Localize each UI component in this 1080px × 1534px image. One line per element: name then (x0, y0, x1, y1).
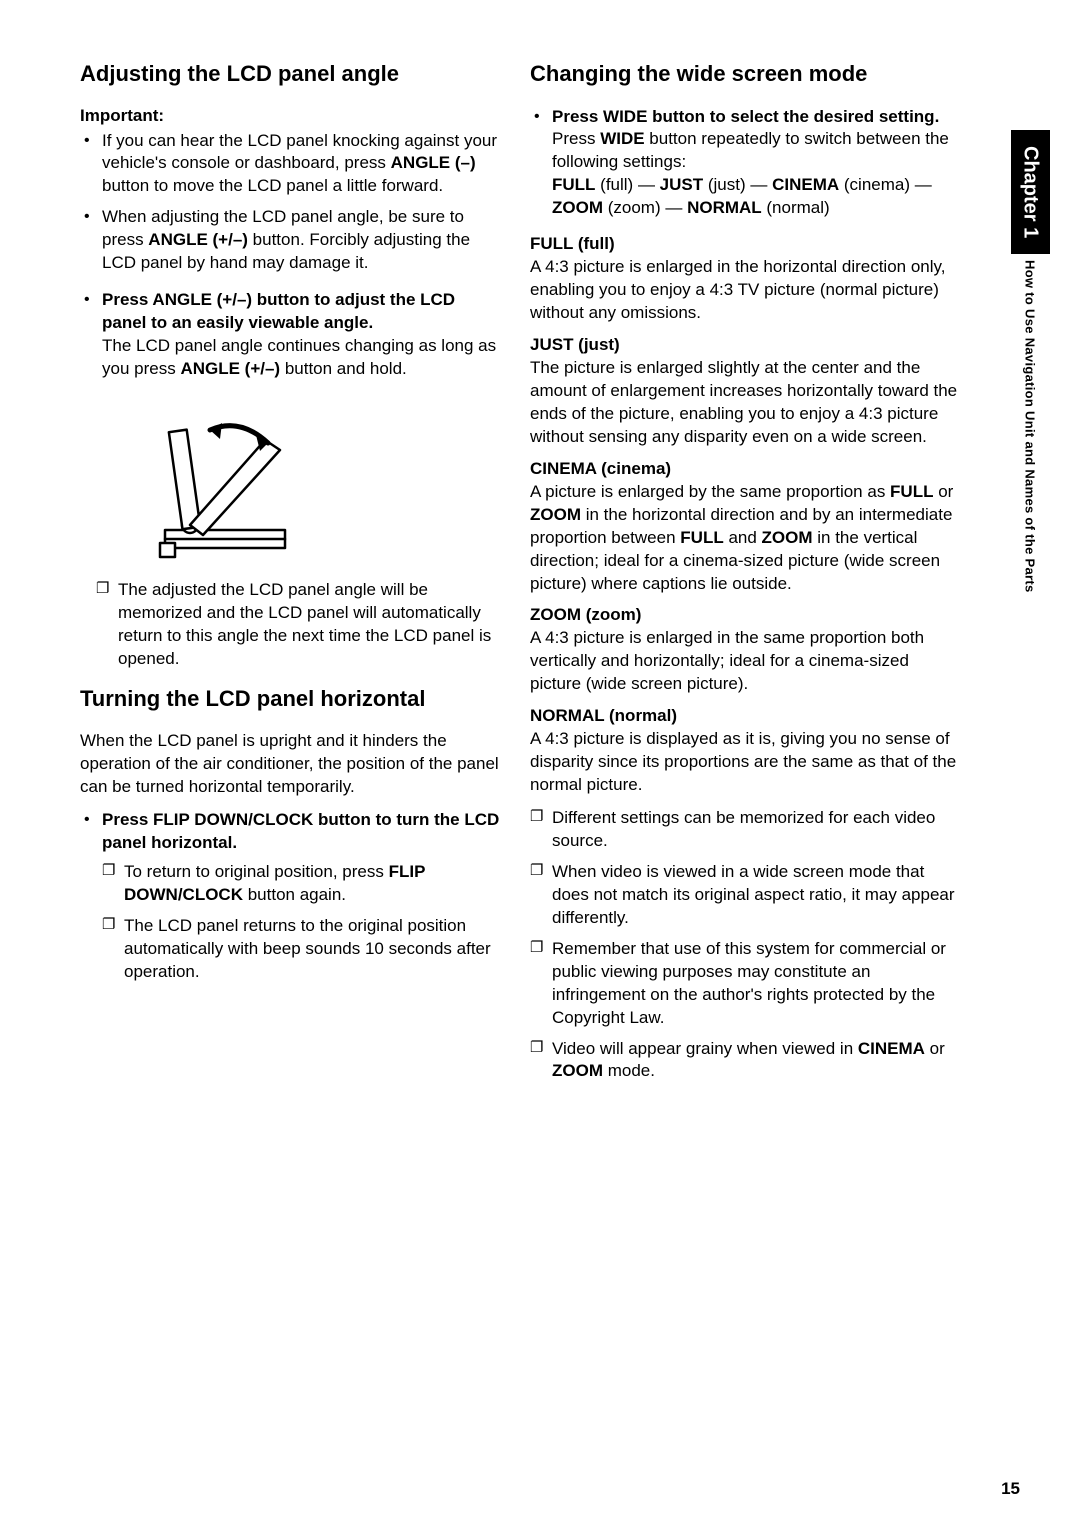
wide-lead-item: Press WIDE button to select the desired … (548, 106, 960, 221)
flip-notes: To return to original position, press FL… (102, 861, 500, 984)
important-label: Important: (80, 106, 500, 126)
right-column: Changing the wide screen mode Press WIDE… (530, 60, 960, 1097)
heading-adjusting: Adjusting the LCD panel angle (80, 60, 500, 88)
left-column: Adjusting the LCD panel angle Important:… (80, 60, 500, 1097)
flip-note: To return to original position, press FL… (124, 861, 500, 907)
chapter-subtitle: How to Use Navigation Unit and Names of … (1023, 260, 1038, 593)
normal-text: A 4:3 picture is displayed as it is, giv… (530, 728, 960, 797)
memorize-note-list: The adjusted the LCD panel angle will be… (80, 579, 500, 671)
lcd-angle-diagram (110, 395, 330, 565)
wide-note: When video is viewed in a wide screen mo… (552, 861, 960, 930)
wide-note: Different settings can be memorized for … (552, 807, 960, 853)
flip-block: Press FLIP DOWN/CLOCK button to turn the… (80, 809, 500, 984)
important-item: When adjusting the LCD panel angle, be s… (98, 206, 500, 275)
wide-lead-block: Press WIDE button to select the desired … (530, 106, 960, 221)
full-heading: FULL (full) (530, 234, 960, 254)
important-item: If you can hear the LCD panel knocking a… (98, 130, 500, 199)
chapter-tab: Chapter 1 (1011, 130, 1050, 254)
important-list: If you can hear the LCD panel knocking a… (80, 130, 500, 276)
zoom-heading: ZOOM (zoom) (530, 605, 960, 625)
side-tab: Chapter 1 How to Use Navigation Unit and… (1010, 130, 1050, 593)
heading-wide: Changing the wide screen mode (530, 60, 960, 88)
cinema-heading: CINEMA (cinema) (530, 459, 960, 479)
full-text: A 4:3 picture is enlarged in the horizon… (530, 256, 960, 325)
wide-note: Remember that use of this system for com… (552, 938, 960, 1030)
wide-notes: Different settings can be memorized for … (530, 807, 960, 1083)
flip-lead-item: Press FLIP DOWN/CLOCK button to turn the… (98, 809, 500, 984)
flip-note: The LCD panel returns to the original po… (124, 915, 500, 984)
just-text: The picture is enlarged slightly at the … (530, 357, 960, 449)
wide-note: Video will appear grainy when viewed in … (552, 1038, 960, 1084)
press-angle-block: Press ANGLE (+/–) button to adjust the L… (80, 289, 500, 381)
cinema-text: A picture is enlarged by the same propor… (530, 481, 960, 596)
page-number: 15 (1001, 1479, 1020, 1499)
zoom-text: A 4:3 picture is enlarged in the same pr… (530, 627, 960, 696)
turning-intro: When the LCD panel is upright and it hin… (80, 730, 500, 799)
normal-heading: NORMAL (normal) (530, 706, 960, 726)
just-heading: JUST (just) (530, 335, 960, 355)
press-angle-item: Press ANGLE (+/–) button to adjust the L… (98, 289, 500, 381)
memorize-note: The adjusted the LCD panel angle will be… (118, 579, 500, 671)
page-content: Adjusting the LCD panel angle Important:… (0, 0, 1080, 1137)
heading-turning: Turning the LCD panel horizontal (80, 685, 500, 713)
